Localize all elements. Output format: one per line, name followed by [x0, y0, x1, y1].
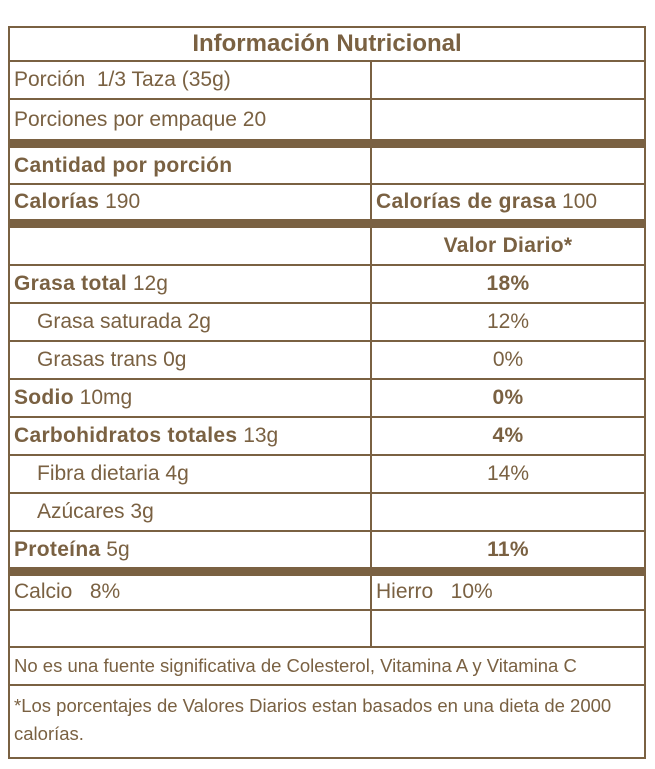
calories-row: Calorías 190 Calorías de grasa 100 [10, 185, 644, 228]
nutrient-row: Azúcares 3g [10, 494, 644, 532]
nutrient-name: Grasa total 12g [14, 272, 168, 295]
note: No es una fuente significativa de Colest… [14, 655, 577, 676]
nutrient-name: Grasas trans 0g [37, 348, 187, 371]
amount-row: Cantidad por porción [10, 148, 644, 185]
empty-row [10, 611, 644, 648]
nutrient-row: Proteína 5g 11% [10, 532, 644, 576]
nutrient-dv: 0% [492, 386, 524, 409]
nutrient-name: Azúcares 3g [37, 500, 154, 523]
nutrient-dv: 11% [487, 537, 529, 561]
servings-row: Porciones por empaque 20 [10, 100, 644, 148]
iron: Hierro 10% [376, 579, 493, 603]
nutrient-dv: 18% [486, 272, 530, 295]
nutrient-name: Carbohidratos totales 13g [14, 424, 279, 447]
serving-size: Porción 1/3 Taza (35g) [14, 68, 231, 91]
title-row: Información Nutricional [10, 28, 644, 62]
nutrient-dv: 0% [492, 348, 524, 371]
nutrient-row: Sodio 10mg 0% [10, 380, 644, 418]
nutrient-row: Carbohidratos totales 13g 4% [10, 418, 644, 456]
nutrient-row: Grasa total 12g 18% [10, 266, 644, 304]
nutrient-row: Fibra dietaria 4g 14% [10, 456, 644, 494]
nutrient-row: Grasa saturada 2g 12% [10, 304, 644, 342]
footnote: *Los porcentajes de Valores Diarios esta… [14, 695, 612, 744]
daily-value-header: Valor Diario* [443, 234, 573, 257]
nutrient-dv: 14% [486, 462, 530, 485]
nutrient-dv: 4% [492, 424, 524, 447]
nutrient-dv [372, 494, 644, 530]
servings-per-container: Porciones por empaque 20 [14, 107, 267, 131]
nutrient-name: Grasa saturada 2g [37, 310, 211, 333]
nutrient-dv: 12% [486, 310, 530, 333]
serving-row: Porción 1/3 Taza (35g) [10, 62, 644, 100]
note-row: No es una fuente significativa de Colest… [10, 648, 644, 686]
nutrient-name: Sodio 10mg [14, 386, 133, 409]
nutrient-name: Proteína 5g [14, 537, 130, 561]
nutrient-row: Grasas trans 0g 0% [10, 342, 644, 380]
calcium: Calcio 8% [14, 579, 121, 603]
minerals-row: Calcio 8% Hierro 10% [10, 574, 644, 611]
dv-header-row: Valor Diario* [10, 228, 644, 266]
label-title: Información Nutricional [192, 30, 462, 57]
calories: Calorías 190 [14, 190, 141, 213]
amount-per-serving: Cantidad por porción [14, 153, 233, 177]
nutrition-facts-table: Información Nutricional Porción 1/3 Taza… [8, 26, 646, 759]
calories-from-fat: Calorías de grasa 100 [376, 190, 598, 213]
nutrient-name: Fibra dietaria 4g [37, 462, 189, 485]
